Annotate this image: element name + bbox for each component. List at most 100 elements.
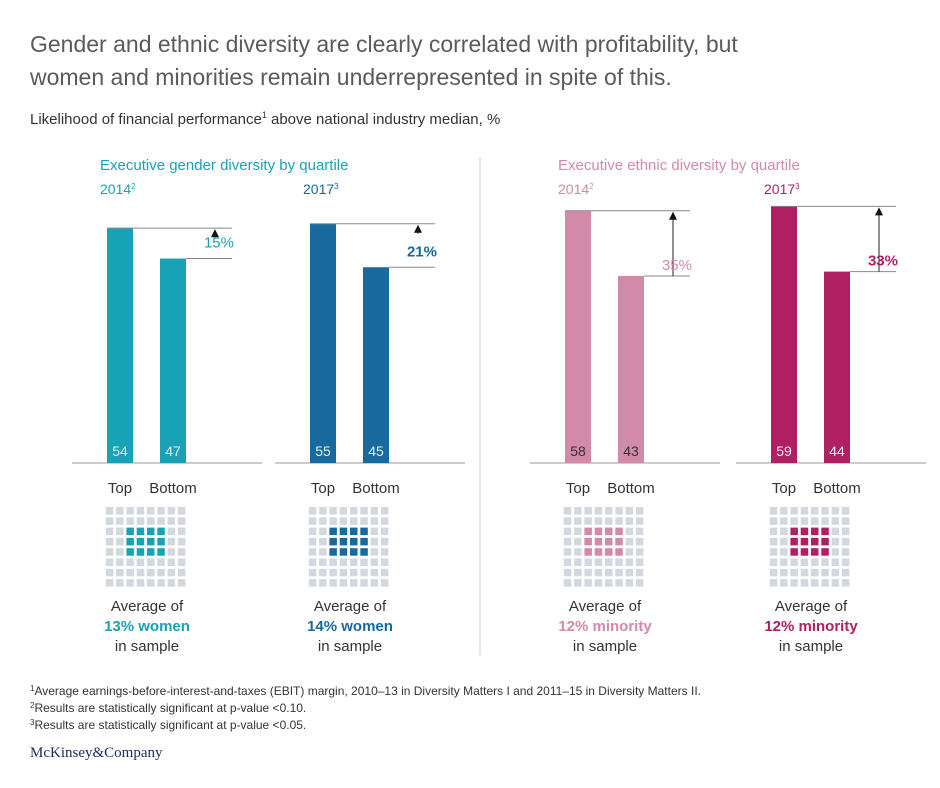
grid-square: [615, 517, 623, 525]
grid-square: [126, 579, 134, 587]
year-label: 20142: [558, 181, 594, 197]
grid-square: [339, 548, 348, 556]
grid-square: [841, 558, 850, 566]
grid-square: [116, 579, 124, 587]
grid-square: [811, 527, 819, 536]
grid-square: [563, 537, 572, 546]
grid-square: [147, 548, 155, 556]
grid-square: [116, 527, 124, 536]
grid-square: [167, 548, 176, 556]
grid-square: [136, 558, 145, 566]
grid-square: [380, 537, 389, 546]
grid-square: [116, 537, 124, 546]
grid-square: [329, 537, 337, 546]
grid-square: [126, 507, 134, 515]
category-label: Top: [772, 480, 796, 497]
grid-square: [329, 558, 337, 566]
grid-square: [370, 568, 379, 577]
grid-square: [126, 537, 134, 546]
footnote-mark: 1: [30, 684, 35, 693]
grid-square: [584, 527, 592, 536]
grid-square: [584, 537, 592, 546]
grid-square: [177, 537, 186, 546]
grid-square: [800, 558, 809, 566]
difference-label: 35%: [662, 257, 692, 274]
category-label: Bottom: [607, 480, 655, 497]
grid-square: [147, 527, 155, 536]
year-label: 20173: [764, 181, 800, 197]
grid-square: [625, 517, 634, 525]
grid-square: [780, 548, 788, 556]
grid-square: [308, 537, 317, 546]
grid-square: [563, 558, 572, 566]
category-label: Bottom: [149, 480, 197, 497]
grid-square: [821, 527, 829, 536]
title-line: Gender and ethnic diversity are clearly …: [30, 31, 738, 57]
grid-square: [574, 579, 582, 587]
grid-square: [339, 517, 348, 525]
grid-square: [780, 579, 788, 587]
grid-square: [177, 558, 186, 566]
grid-square: [605, 558, 613, 566]
grid-square: [329, 517, 337, 525]
bar: [160, 258, 186, 463]
grid-square: [780, 507, 788, 515]
grid-square: [625, 537, 634, 546]
grid-square: [167, 568, 176, 577]
grid-square: [105, 558, 114, 566]
grid-square: [380, 548, 389, 556]
grid-square: [136, 507, 145, 515]
grid-square: [605, 507, 613, 515]
grid-square: [790, 558, 798, 566]
caption: in sample: [318, 638, 382, 655]
grid-square: [370, 507, 379, 515]
grid-square: [360, 537, 368, 546]
grid-square: [769, 579, 778, 587]
grid-square: [563, 517, 572, 525]
grid-square: [605, 537, 613, 546]
year-label: 20173: [303, 181, 339, 197]
grid-square: [147, 568, 155, 577]
grid-square: [370, 527, 379, 536]
year-note: 3: [334, 182, 339, 191]
grid-square: [157, 548, 165, 556]
grid-square: [841, 568, 850, 577]
grid-square: [126, 548, 134, 556]
grid-square: [105, 507, 114, 515]
grid-square: [319, 568, 327, 577]
bar: [618, 275, 644, 463]
grid-square: [563, 507, 572, 515]
grid-square: [584, 568, 592, 577]
grid-square: [319, 507, 327, 515]
grid-square: [329, 527, 337, 536]
grid-square: [625, 579, 634, 587]
grid-square: [769, 537, 778, 546]
grid-square: [105, 527, 114, 536]
grid-square: [625, 568, 634, 577]
bar-value: 58: [570, 443, 586, 459]
grid-square: [800, 507, 809, 515]
grid-square: [350, 558, 358, 566]
bar: [363, 267, 389, 463]
grid-square: [339, 527, 348, 536]
grid-square: [105, 579, 114, 587]
grid-square: [350, 517, 358, 525]
grid-square: [594, 507, 603, 515]
category-label: Top: [108, 480, 132, 497]
grid-square: [167, 527, 176, 536]
footnotes: 1Average earnings-before-interest-and-ta…: [30, 684, 701, 732]
grid-square: [380, 527, 389, 536]
year: 2017: [764, 181, 795, 197]
grid-square: [574, 517, 582, 525]
grid-square: [370, 558, 379, 566]
caption: 12% minority: [558, 618, 652, 635]
title-line: women and minorities remain underreprese…: [29, 64, 672, 90]
grid-square: [769, 517, 778, 525]
footnote: 3Results are statistically significant a…: [30, 718, 306, 732]
grid-square: [360, 558, 368, 566]
grid-square: [769, 558, 778, 566]
grid-square: [319, 548, 327, 556]
year: 2014: [558, 181, 589, 197]
grid-square: [811, 558, 819, 566]
section-title: Executive gender diversity by quartile: [100, 157, 348, 174]
